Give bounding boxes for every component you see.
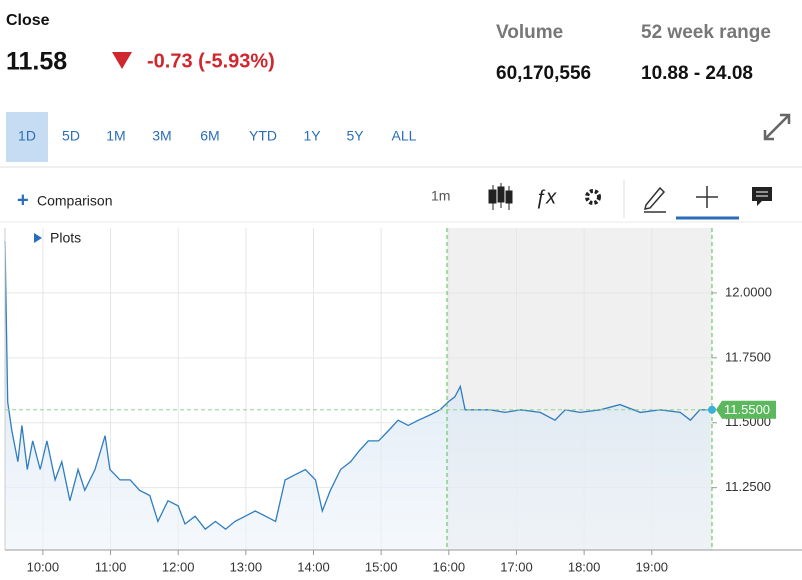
tab-selected-bg [6, 112, 48, 162]
volume: 60,170,556 [496, 63, 591, 84]
plots-arrow[interactable] [34, 233, 42, 243]
interval-button[interactable]: 1m [431, 188, 450, 204]
area [5, 241, 710, 550]
tab[interactable]: 1D [18, 128, 36, 144]
comment-lines [756, 191, 768, 197]
last-price-label: 11.5500 [724, 402, 770, 417]
x-tick-label: 18:00 [568, 559, 601, 574]
x-tick-label: 10:00 [27, 559, 60, 574]
y-tick-label: 11.7500 [725, 349, 771, 364]
y-tick-label: 12.0000 [725, 284, 772, 299]
x-tick-label: 15:00 [365, 559, 398, 574]
plus-icon[interactable]: + [17, 189, 29, 211]
x-tick-label: 17:00 [500, 559, 533, 574]
x-tick-label: 16:00 [433, 559, 466, 574]
x-tick-label: 13:00 [230, 559, 263, 574]
comparison-button[interactable]: Comparison [37, 193, 112, 209]
x-tick-label: 14:00 [297, 559, 330, 574]
volume-label: Volume [496, 22, 563, 43]
range: 10.88 - 24.08 [641, 63, 753, 84]
fx-icon[interactable]: ƒx [535, 186, 557, 208]
tab[interactable]: ALL [392, 128, 417, 144]
tab[interactable]: 6M [200, 128, 219, 144]
x-tick-label: 11:00 [95, 559, 127, 574]
close-label: Close [6, 12, 50, 29]
price: 11.58 [6, 48, 67, 76]
tab[interactable]: YTD [249, 128, 277, 144]
price-change: -0.73 (-5.93%) [147, 50, 275, 72]
tab[interactable]: 5D [62, 128, 80, 144]
y-tick-label: 11.2500 [725, 479, 771, 494]
last-price-tag [716, 400, 776, 419]
draw-icon[interactable] [643, 186, 666, 213]
price-line [4, 240, 710, 531]
candle-icon[interactable] [488, 183, 513, 210]
x-tick-label: 19:00 [636, 559, 669, 574]
settings-icon[interactable] [585, 189, 601, 205]
plots-button[interactable]: Plots [50, 230, 81, 246]
expand-icon[interactable] [763, 113, 791, 141]
last-price-dot [708, 405, 716, 414]
crosshair-icon[interactable] [696, 186, 718, 208]
tab[interactable]: 5Y [346, 128, 364, 144]
x-tick-label: 12:00 [162, 559, 195, 574]
plot [4, 240, 710, 550]
range-label: 52 week range [641, 22, 771, 43]
down-arrow [112, 52, 132, 69]
tab[interactable]: 3M [152, 128, 171, 144]
tab[interactable]: 1Y [303, 128, 321, 144]
quote-header: Close 11.58 -0.73 (-5.93%) Volume 60,170… [6, 12, 771, 84]
tab[interactable]: 1M [106, 128, 125, 144]
